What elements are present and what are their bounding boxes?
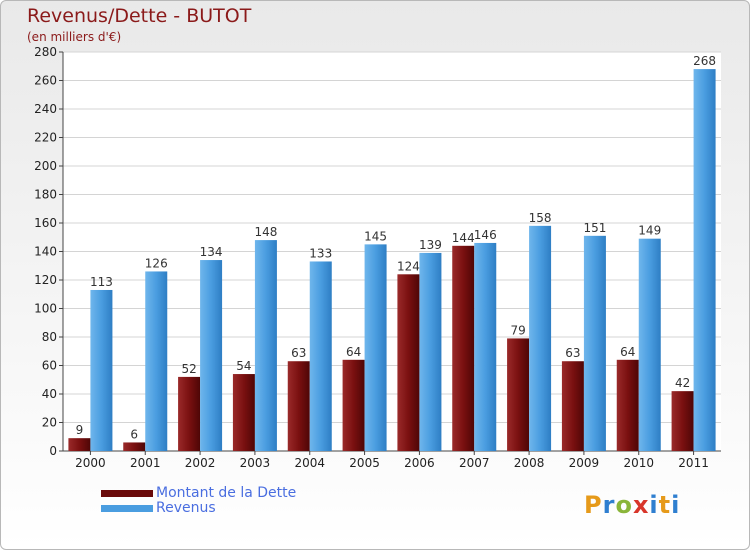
bar-revenus (474, 242, 497, 451)
chart-title: Revenus/Dette - BUTOT (27, 5, 252, 27)
x-tick-label: 2001 (130, 456, 161, 470)
data-label: 158 (529, 211, 552, 225)
bar-revenus (200, 260, 223, 451)
y-tick-label: 80 (42, 330, 57, 344)
legend-label-revenus: Revenus (156, 500, 216, 516)
proxiti-logo: Proxiti (584, 491, 680, 519)
bar-revenus (364, 244, 387, 451)
x-tick-label: 2007 (459, 456, 490, 470)
data-label: 133 (309, 246, 332, 260)
data-label: 79 (510, 323, 525, 337)
logo-letter: r (602, 491, 616, 519)
data-label: 149 (638, 224, 661, 238)
bar-dette (452, 245, 475, 451)
bar-revenus (693, 69, 716, 451)
data-label: 139 (419, 238, 442, 252)
logo-letter: t (658, 491, 672, 519)
data-label: 151 (583, 221, 606, 235)
bar-dette (232, 374, 255, 451)
data-label: 126 (145, 256, 168, 270)
data-label: 113 (90, 275, 113, 289)
data-label: 64 (346, 345, 361, 359)
data-label: 54 (236, 359, 251, 373)
bar-revenus (529, 225, 552, 451)
y-tick-label: 100 (34, 302, 57, 316)
logo-letter: o (615, 491, 633, 519)
y-tick-label: 280 (34, 45, 57, 59)
bar-dette (68, 438, 91, 451)
legend-label-debt: Montant de la Dette (156, 485, 297, 501)
x-tick-label: 2011 (678, 456, 709, 470)
x-tick-label: 2000 (75, 456, 106, 470)
bar-dette (342, 359, 365, 451)
data-label: 144 (452, 231, 475, 245)
bar-revenus (254, 240, 277, 451)
x-tick-label: 2009 (569, 456, 600, 470)
bar-dette (671, 391, 694, 451)
data-label: 145 (364, 229, 387, 243)
y-tick-label: 40 (42, 387, 57, 401)
y-tick-label: 160 (34, 216, 57, 230)
data-label: 134 (200, 245, 223, 259)
y-tick-label: 140 (34, 245, 57, 259)
legend-swatch-revenus (101, 505, 153, 512)
data-label: 268 (693, 54, 716, 68)
logo-letter: P (584, 491, 603, 519)
bar-revenus (145, 271, 168, 451)
y-tick-label: 260 (34, 74, 57, 88)
y-tick-label: 200 (34, 159, 57, 173)
chart-subtitle: (en milliers d'€) (27, 30, 122, 44)
bar-revenus (638, 238, 661, 451)
bar-dette (507, 338, 530, 451)
y-tick-label: 0 (49, 444, 57, 458)
logo-letter: x (632, 491, 650, 519)
bar-dette (178, 376, 201, 451)
y-tick-label: 180 (34, 188, 57, 202)
data-label: 64 (620, 345, 635, 359)
data-label: 146 (474, 228, 497, 242)
bar-dette (123, 442, 146, 451)
y-tick-label: 120 (34, 273, 57, 287)
data-label: 148 (254, 225, 277, 239)
bar-revenus (583, 235, 606, 451)
bar-revenus (419, 252, 442, 451)
data-label: 42 (675, 376, 690, 390)
logo-letter: i (671, 491, 681, 519)
bar-dette (287, 361, 310, 451)
bar-dette (397, 274, 420, 451)
data-label: 52 (181, 362, 196, 376)
data-label: 9 (76, 423, 84, 437)
x-tick-label: 2010 (623, 456, 654, 470)
y-tick-label: 240 (34, 102, 57, 116)
data-label: 124 (397, 259, 420, 273)
x-tick-label: 2005 (349, 456, 380, 470)
bar-dette (616, 359, 639, 451)
x-tick-label: 2008 (514, 456, 545, 470)
y-tick-label: 220 (34, 131, 57, 145)
y-tick-label: 20 (42, 416, 57, 430)
logo-letter: i (649, 491, 659, 519)
bar-revenus (309, 261, 332, 451)
y-tick-label: 60 (42, 359, 57, 373)
bar-revenus (90, 289, 113, 451)
x-tick-label: 2006 (404, 456, 435, 470)
data-label: 6 (130, 427, 138, 441)
data-label: 63 (565, 346, 580, 360)
legend-swatch-debt (101, 490, 153, 497)
x-tick-label: 2002 (185, 456, 216, 470)
x-tick-label: 2003 (240, 456, 271, 470)
bar-dette (561, 361, 584, 451)
x-tick-label: 2004 (294, 456, 325, 470)
data-label: 63 (291, 346, 306, 360)
